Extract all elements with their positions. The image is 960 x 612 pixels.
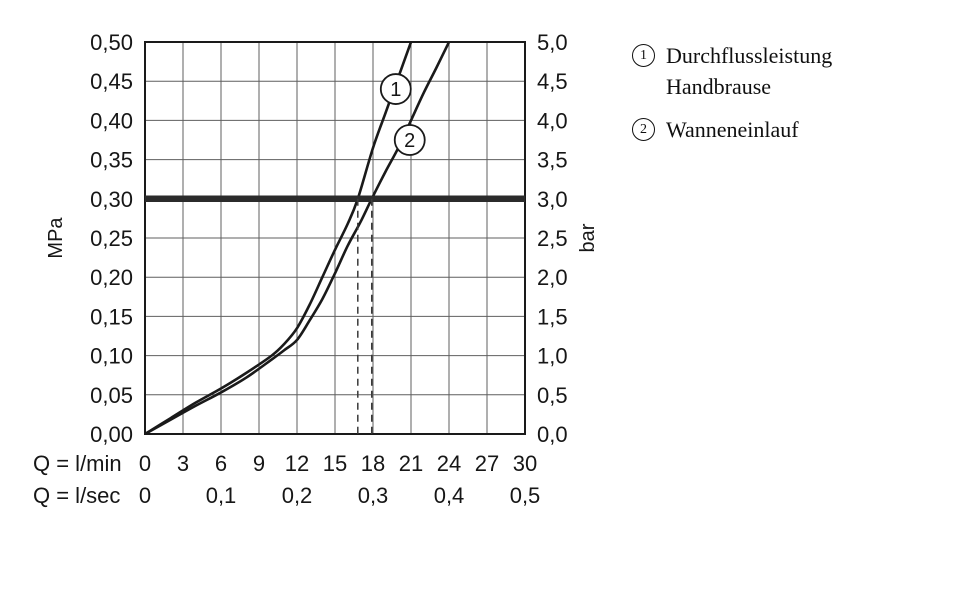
x-tick-label-lmin: 18 bbox=[361, 451, 385, 476]
x-tick-label-lsec: 0,1 bbox=[206, 483, 237, 508]
legend-label-1: Durchflussleistung Handbrause bbox=[666, 40, 832, 102]
series-marker-number-2: 2 bbox=[404, 130, 415, 152]
y-right-tick-label: 2,0 bbox=[537, 265, 568, 290]
legend-label-1-line1: Durchflussleistung bbox=[666, 43, 833, 68]
x-tick-label-lmin: 9 bbox=[253, 451, 265, 476]
legend-label-1-line2: Handbrause bbox=[666, 74, 772, 99]
x-axis-label-lmin: Q = l/min bbox=[33, 451, 122, 476]
y-right-tick-label: 4,5 bbox=[537, 69, 568, 94]
x-tick-label-lmin: 6 bbox=[215, 451, 227, 476]
y-left-tick-label: 0,00 bbox=[90, 422, 133, 447]
y-left-tick-label: 0,40 bbox=[90, 108, 133, 133]
x-tick-label-lmin: 30 bbox=[513, 451, 537, 476]
y-right-tick-label: 0,0 bbox=[537, 422, 568, 447]
y-axis-label-mpa: MPa bbox=[45, 217, 67, 259]
y-left-tick-label: 0,05 bbox=[90, 383, 133, 408]
y-axis-label-bar: bar bbox=[577, 223, 599, 252]
chart-legend: 1 Durchflussleistung Handbrause 2 Wannen… bbox=[632, 40, 832, 157]
y-right-tick-label: 1,5 bbox=[537, 304, 568, 329]
x-tick-label-lsec: 0 bbox=[139, 483, 151, 508]
y-left-tick-label: 0,50 bbox=[90, 30, 133, 55]
y-right-tick-label: 3,5 bbox=[537, 148, 568, 173]
x-tick-label-lmin: 3 bbox=[177, 451, 189, 476]
x-tick-label-lmin: 0 bbox=[139, 451, 151, 476]
x-tick-label-lmin: 15 bbox=[323, 451, 347, 476]
legend-label-2: Wanneneinlauf bbox=[666, 114, 799, 145]
x-tick-label-lsec: 0,2 bbox=[282, 483, 313, 508]
legend-marker-1-circle: 1 bbox=[632, 44, 655, 67]
y-left-tick-label: 0,30 bbox=[90, 187, 133, 212]
y-left-tick-label: 0,35 bbox=[90, 148, 133, 173]
x-tick-label-lmin: 27 bbox=[475, 451, 499, 476]
y-right-tick-label: 5,0 bbox=[537, 30, 568, 55]
y-right-tick-label: 1,0 bbox=[537, 344, 568, 369]
y-right-tick-label: 4,0 bbox=[537, 108, 568, 133]
x-tick-label-lmin: 12 bbox=[285, 451, 309, 476]
legend-label-2-line1: Wanneneinlauf bbox=[666, 117, 799, 142]
y-left-tick-label: 0,20 bbox=[90, 265, 133, 290]
x-axis-label-lsec: Q = l/sec bbox=[33, 483, 120, 508]
y-left-tick-label: 0,25 bbox=[90, 226, 133, 251]
y-right-tick-label: 2,5 bbox=[537, 226, 568, 251]
curve-2 bbox=[145, 42, 451, 434]
series-marker-circle-1 bbox=[379, 73, 412, 105]
legend-item-wanneneinlauf: 2 Wanneneinlauf bbox=[632, 114, 832, 145]
y-right-tick-label: 0,5 bbox=[537, 383, 568, 408]
legend-item-handbrause: 1 Durchflussleistung Handbrause bbox=[632, 40, 832, 102]
y-right-tick-label: 3,0 bbox=[537, 187, 568, 212]
x-tick-label-lmin: 21 bbox=[399, 451, 423, 476]
series-marker-circle-2 bbox=[393, 124, 426, 156]
x-tick-label-lsec: 0,5 bbox=[510, 483, 541, 508]
legend-marker-1-number: 1 bbox=[640, 47, 647, 63]
y-left-tick-label: 0,10 bbox=[90, 344, 133, 369]
plot-border bbox=[144, 41, 526, 435]
y-left-tick-label: 0,45 bbox=[90, 69, 133, 94]
x-tick-label-lsec: 0,4 bbox=[434, 483, 465, 508]
x-tick-label-lsec: 0,3 bbox=[358, 483, 389, 508]
legend-marker-2-circle: 2 bbox=[632, 118, 655, 141]
curve-1 bbox=[145, 42, 413, 434]
series-marker-number-1: 1 bbox=[390, 79, 401, 101]
y-left-tick-label: 0,15 bbox=[90, 304, 133, 329]
legend-marker-2-number: 2 bbox=[640, 121, 647, 137]
x-tick-label-lmin: 24 bbox=[437, 451, 461, 476]
